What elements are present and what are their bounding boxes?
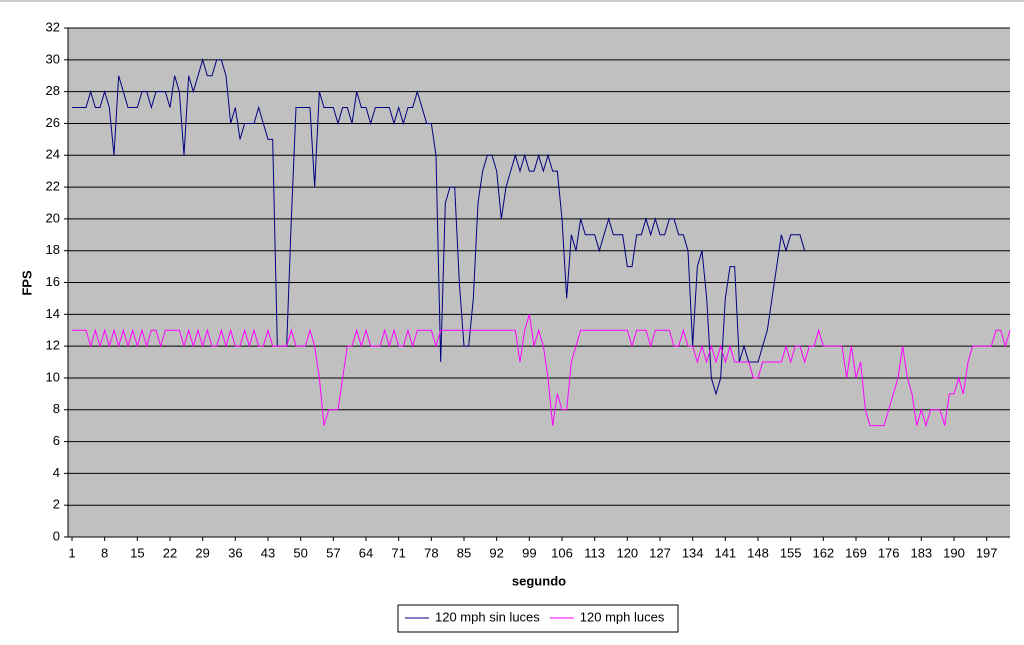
x-tick-label: 106 [551,545,573,560]
x-tick-label: 29 [195,545,209,560]
x-tick-label: 176 [878,545,900,560]
x-tick-label: 190 [943,545,965,560]
y-tick-label: 18 [46,242,60,257]
x-tick-label: 99 [522,545,536,560]
series-line [72,314,1011,428]
x-tick-label: 85 [457,545,471,560]
x-tick-label: 36 [228,545,242,560]
x-tick-label: 43 [261,545,275,560]
x-tick-label: 113 [584,545,605,560]
y-tick-label: 10 [46,369,60,384]
x-tick-label: 148 [747,545,769,560]
x-tick-label: 71 [391,545,405,560]
x-tick-label: 92 [489,545,503,560]
x-tick-label: 78 [424,545,438,560]
y-tick-label: 4 [53,465,60,480]
y-tick-label: 24 [46,147,60,162]
y-tick-label: 32 [46,19,60,34]
x-tick-label: 15 [130,545,144,560]
y-tick-label: 20 [46,210,60,225]
legend-box [397,604,679,633]
y-tick-label: 14 [46,306,60,321]
y-tick-label: 0 [53,528,60,543]
x-tick-label: 134 [682,545,704,560]
x-tick-label: 155 [780,545,802,560]
y-tick-label: 16 [46,274,60,289]
x-tick-label: 50 [293,545,307,560]
y-tick-label: 6 [53,433,60,448]
x-tick-label: 183 [910,545,932,560]
legend-label: 120 mph sin luces [435,609,540,624]
x-tick-label: 162 [812,545,834,560]
y-tick-label: 12 [46,338,60,353]
x-tick-label: 120 [616,545,638,560]
y-tick-label: 26 [46,115,60,130]
y-tick-label: 22 [46,179,60,194]
x-tick-label: 22 [163,545,177,560]
legend-label: 120 mph luces [580,609,665,624]
x-tick-label: 57 [326,545,340,560]
x-tick-label: 197 [976,545,998,560]
series-line [72,58,806,396]
x-tick-label: 127 [649,545,671,560]
y-tick-label: 30 [46,51,60,66]
y-tick-label: 2 [53,497,60,512]
x-tick-label: 64 [359,545,373,560]
x-tick-label: 141 [714,545,736,560]
x-tick-label: 1 [68,545,75,560]
x-tick-label: 169 [845,545,867,560]
x-tick-label: 8 [101,545,108,560]
x-axis-title: segundo [512,573,566,588]
y-tick-label: 28 [46,83,60,98]
y-tick-label: 8 [53,401,60,416]
y-axis-title: FPS [19,270,34,296]
